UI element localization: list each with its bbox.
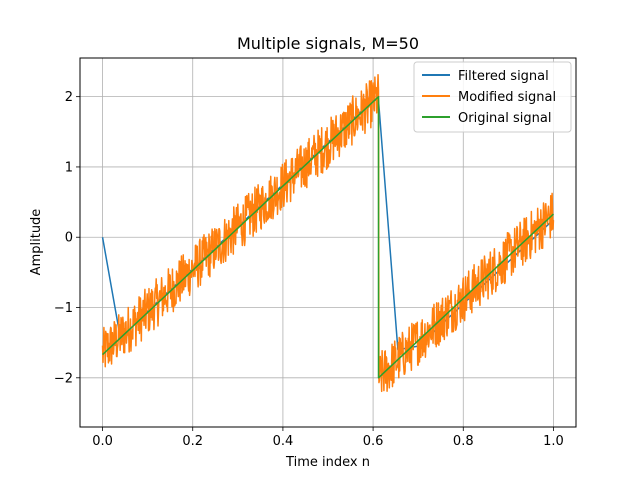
legend-label: Original signal <box>458 111 551 126</box>
y-axis-label: Amplitude <box>29 209 44 276</box>
original-signal-line <box>102 95 554 379</box>
plot-frame <box>79 57 577 428</box>
x-tick-label: 1.0 <box>543 434 564 449</box>
legend-box <box>413 61 572 133</box>
x-axis-label: Time index n <box>285 455 370 470</box>
y-tick-label: −2 <box>54 371 73 386</box>
x-tick-label: 0.6 <box>363 434 384 449</box>
axis-ticks: 0.0 0.2 0.4 0.6 0.8 1.0 −2 −1 0 1 2 <box>54 90 564 449</box>
y-tick-label: −1 <box>54 301 73 316</box>
x-tick-label: 0.4 <box>273 434 294 449</box>
legend: Filtered signal Modified signal Original s… <box>413 61 572 133</box>
x-tick-label: 0.8 <box>453 434 474 449</box>
series-layer <box>101 73 555 393</box>
y-tick-label: 0 <box>65 231 73 246</box>
legend-label: Filtered signal <box>458 69 549 84</box>
chart-title: Multiple signals, M=50 <box>237 34 419 53</box>
x-tick-label: 0.2 <box>182 434 203 449</box>
legend-label: Modified signal <box>458 90 556 105</box>
y-tick-label: 1 <box>65 160 73 175</box>
x-tick-label: 0.0 <box>92 434 113 449</box>
y-tick-label: 2 <box>65 90 73 105</box>
